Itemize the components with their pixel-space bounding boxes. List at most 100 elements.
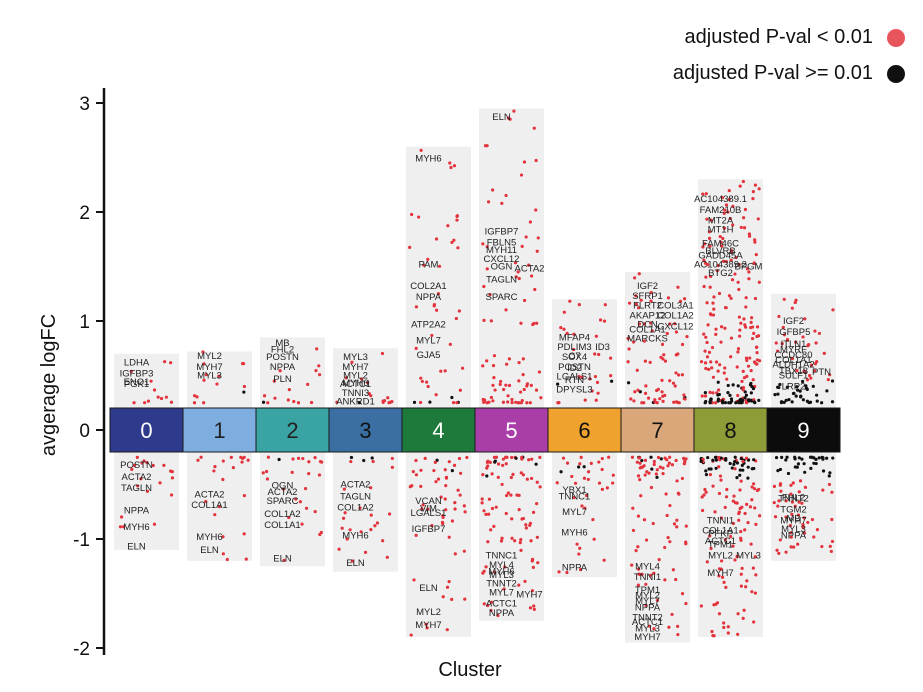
data-point [436,292,441,296]
gene-label: SPARC [266,496,298,507]
data-point [630,563,634,567]
data-point [498,382,502,386]
data-point [744,585,748,589]
gene-label: IGFBP7 [412,524,446,535]
data-point [524,526,528,530]
y-tick-label: 2 [79,203,90,224]
data-point [490,472,494,476]
data-point [420,507,424,511]
data-point [657,558,661,562]
data-point [731,499,735,503]
gene-label: TNNI3 [342,388,369,399]
data-point [660,378,664,382]
data-point [812,535,816,539]
data-point [649,290,653,295]
data-point [703,349,707,353]
data-point [261,400,266,404]
data-point [741,468,745,472]
data-point [382,398,387,403]
data-point [460,366,465,370]
data-point [722,371,726,375]
gene-label: COL1A1 [629,325,665,336]
data-point [809,363,814,367]
data-point [609,374,613,378]
data-point [162,463,166,467]
gene-label: MB [275,338,289,349]
data-point [577,552,581,556]
data-point [809,376,813,380]
data-point [751,378,755,382]
data-point [212,469,216,473]
data-point [528,220,533,224]
data-point [292,399,296,404]
data-point [702,493,706,497]
data-point [357,401,362,405]
data-point [733,459,737,464]
data-point [119,515,124,519]
data-point [528,606,533,610]
gene-label: MT1H [708,224,734,235]
data-point [680,373,685,377]
data-point [719,456,723,460]
data-point [611,481,615,485]
gene-label: ACTA2 [195,489,225,500]
data-point [710,629,714,634]
data-point [699,360,704,364]
gene-label: MB [786,513,800,524]
data-point [231,466,235,470]
data-point [282,558,286,562]
data-point [453,552,457,556]
data-point [811,384,815,388]
data-point [815,399,819,403]
data-point [514,456,518,460]
data-point [390,400,394,404]
data-point [519,537,523,542]
data-point [350,360,354,364]
data-point [726,391,730,395]
data-point [414,533,418,537]
data-point [716,264,720,268]
data-point [417,215,421,219]
data-point [718,363,722,367]
data-point [789,535,793,539]
data-point [530,589,535,593]
data-point [519,471,523,475]
data-point [684,601,688,606]
data-point [447,460,451,464]
data-point [487,400,491,404]
gene-label: PDLIM3 [557,342,591,353]
gene-label: SOX4 [562,352,587,363]
data-point [673,322,677,326]
data-point [802,531,807,535]
data-point [201,350,205,354]
data-point [751,196,755,201]
data-point [592,537,596,541]
data-point [743,396,747,400]
data-point [752,458,756,462]
data-point [363,550,368,554]
data-point [731,521,735,526]
data-point [409,633,413,637]
gene-label: LDHA [124,357,150,368]
gene-label: MYL7 [416,336,441,347]
cluster-0-strip-lower [114,452,179,550]
data-point [151,463,155,468]
data-point [754,573,758,577]
data-point [745,267,750,271]
data-point [603,303,607,307]
data-point [139,477,143,481]
data-point [317,364,321,368]
data-point [580,504,584,508]
data-point [519,390,523,394]
data-point [700,394,704,398]
cluster-2-box [255,407,330,453]
gene-label: ID3 [595,342,610,353]
data-point [525,477,529,481]
data-point [265,477,270,481]
data-point [735,461,740,465]
data-point [742,608,746,612]
data-point [486,603,490,608]
data-point [721,236,725,241]
data-point [778,382,782,387]
legend-red-dot-icon [887,28,905,47]
